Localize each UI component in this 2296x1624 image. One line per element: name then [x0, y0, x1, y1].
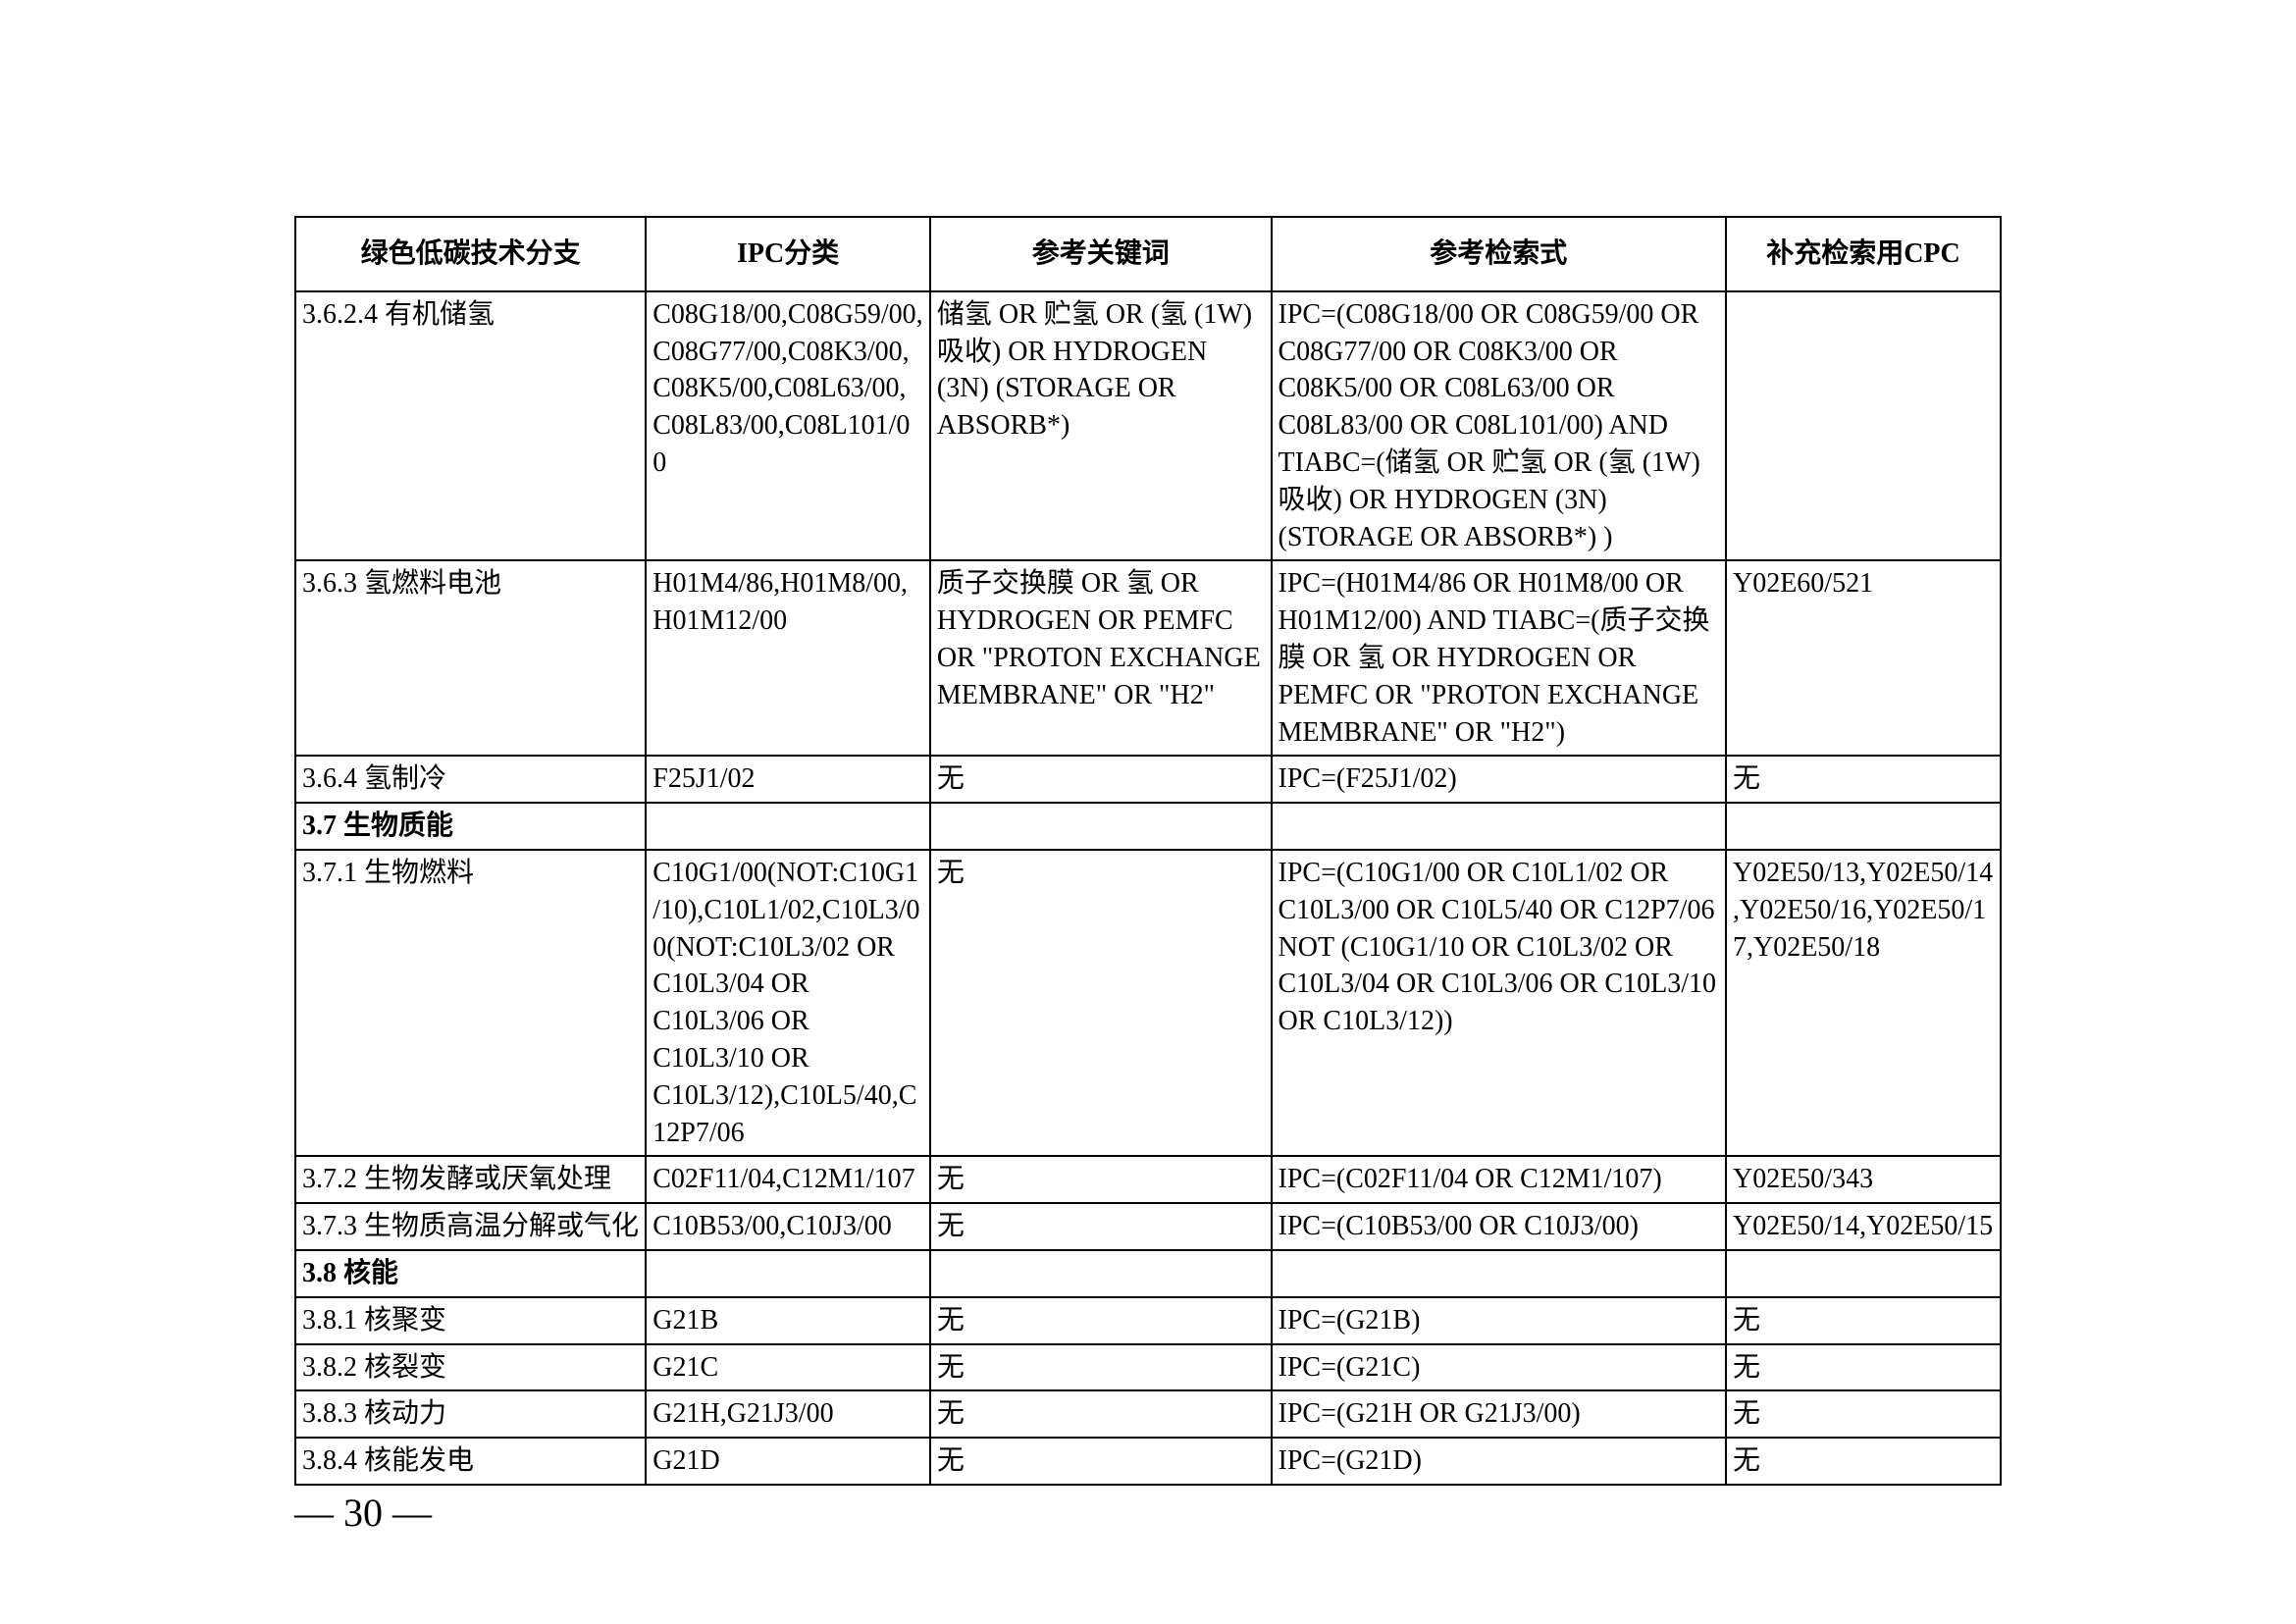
header-search: 参考检索式 [1272, 217, 1726, 291]
cell-ipc: G21H,G21J3/00 [646, 1390, 930, 1438]
cell-ipc: H01M4/86,H01M8/00,H01M12/00 [646, 560, 930, 756]
cell-keywords: 无 [930, 1203, 1272, 1250]
cell-keywords: 无 [930, 1344, 1272, 1391]
cell-cpc: Y02E50/343 [1726, 1156, 2001, 1203]
table-row: 3.8.1 核聚变G21B无IPC=(G21B)无 [295, 1297, 2001, 1344]
cell-keywords: 无 [930, 1297, 1272, 1344]
table-row: 3.7.3 生物质高温分解或气化C10B53/00,C10J3/00无IPC=(… [295, 1203, 2001, 1250]
header-cpc: 补充检索用CPC [1726, 217, 2001, 291]
cell-keywords: 质子交换膜 OR 氢 OR HYDROGEN OR PEMFC OR "PROT… [930, 560, 1272, 756]
cell-search: IPC=(C08G18/00 OR C08G59/00 OR C08G77/00… [1272, 291, 1726, 561]
table-body: 3.6.2.4 有机储氢C08G18/00,C08G59/00,C08G77/0… [295, 291, 2001, 1485]
cell-search: IPC=(F25J1/02) [1272, 756, 1726, 803]
cell-cpc: 无 [1726, 1438, 2001, 1485]
classification-table: 绿色低碳技术分支 IPC分类 参考关键词 参考检索式 补充检索用CPC 3.6.… [294, 216, 2002, 1486]
cell-ipc: G21B [646, 1297, 930, 1344]
table-row: 3.6.4 氢制冷F25J1/02无IPC=(F25J1/02)无 [295, 756, 2001, 803]
table-row: 3.7 生物质能 [295, 803, 2001, 850]
cell-branch: 3.7.3 生物质高温分解或气化 [295, 1203, 646, 1250]
cell-search [1272, 1250, 1726, 1297]
cell-cpc: 无 [1726, 1297, 2001, 1344]
page-number: — 30 — [294, 1490, 432, 1536]
cell-branch: 3.7 生物质能 [295, 803, 646, 850]
cell-keywords: 无 [930, 1156, 1272, 1203]
table-row: 3.6.2.4 有机储氢C08G18/00,C08G59/00,C08G77/0… [295, 291, 2001, 561]
table-row: 3.8.4 核能发电G21D无IPC=(G21D)无 [295, 1438, 2001, 1485]
cell-cpc [1726, 803, 2001, 850]
cell-search: IPC=(G21C) [1272, 1344, 1726, 1391]
cell-keywords: 无 [930, 1390, 1272, 1438]
cell-search: IPC=(H01M4/86 OR H01M8/00 OR H01M12/00) … [1272, 560, 1726, 756]
header-keywords: 参考关键词 [930, 217, 1272, 291]
cell-search: IPC=(G21B) [1272, 1297, 1726, 1344]
cell-branch: 3.8.1 核聚变 [295, 1297, 646, 1344]
table-row: 3.7.1 生物燃料C10G1/00(NOT:C10G1/10),C10L1/0… [295, 850, 2001, 1156]
cell-branch: 3.6.2.4 有机储氢 [295, 291, 646, 561]
cell-keywords: 无 [930, 1438, 1272, 1485]
cell-ipc: F25J1/02 [646, 756, 930, 803]
cell-search: IPC=(C02F11/04 OR C12M1/107) [1272, 1156, 1726, 1203]
cell-ipc: C02F11/04,C12M1/107 [646, 1156, 930, 1203]
header-ipc: IPC分类 [646, 217, 930, 291]
cell-ipc: C08G18/00,C08G59/00,C08G77/00,C08K3/00,C… [646, 291, 930, 561]
cell-branch: 3.7.2 生物发酵或厌氧处理 [295, 1156, 646, 1203]
table-row: 3.8 核能 [295, 1250, 2001, 1297]
cell-branch: 3.8.4 核能发电 [295, 1438, 646, 1485]
cell-branch: 3.7.1 生物燃料 [295, 850, 646, 1156]
cell-search: IPC=(C10B53/00 OR C10J3/00) [1272, 1203, 1726, 1250]
cell-keywords: 储氢 OR 贮氢 OR (氢 (1W) 吸收) OR HYDROGEN (3N)… [930, 291, 1272, 561]
table-row: 3.8.3 核动力G21H,G21J3/00无IPC=(G21H OR G21J… [295, 1390, 2001, 1438]
cell-cpc [1726, 291, 2001, 561]
cell-search [1272, 803, 1726, 850]
cell-ipc: C10G1/00(NOT:C10G1/10),C10L1/02,C10L3/00… [646, 850, 930, 1156]
table-row: 3.7.2 生物发酵或厌氧处理C02F11/04,C12M1/107无IPC=(… [295, 1156, 2001, 1203]
document-page: 绿色低碳技术分支 IPC分类 参考关键词 参考检索式 补充检索用CPC 3.6.… [0, 0, 2296, 1486]
table-row: 3.8.2 核裂变G21C无IPC=(G21C)无 [295, 1344, 2001, 1391]
cell-keywords: 无 [930, 850, 1272, 1156]
cell-cpc: 无 [1726, 1390, 2001, 1438]
cell-cpc: Y02E50/14,Y02E50/15 [1726, 1203, 2001, 1250]
cell-cpc: 无 [1726, 756, 2001, 803]
cell-cpc: 无 [1726, 1344, 2001, 1391]
cell-cpc: Y02E50/13,Y02E50/14,Y02E50/16,Y02E50/17,… [1726, 850, 2001, 1156]
cell-ipc: G21D [646, 1438, 930, 1485]
cell-ipc: C10B53/00,C10J3/00 [646, 1203, 930, 1250]
table-row: 3.6.3 氢燃料电池H01M4/86,H01M8/00,H01M12/00质子… [295, 560, 2001, 756]
cell-branch: 3.6.4 氢制冷 [295, 756, 646, 803]
cell-branch: 3.6.3 氢燃料电池 [295, 560, 646, 756]
cell-branch: 3.8 核能 [295, 1250, 646, 1297]
cell-branch: 3.8.2 核裂变 [295, 1344, 646, 1391]
cell-search: IPC=(C10G1/00 OR C10L1/02 OR C10L3/00 OR… [1272, 850, 1726, 1156]
cell-keywords [930, 803, 1272, 850]
cell-branch: 3.8.3 核动力 [295, 1390, 646, 1438]
cell-keywords [930, 1250, 1272, 1297]
cell-ipc [646, 803, 930, 850]
cell-keywords: 无 [930, 756, 1272, 803]
header-branch: 绿色低碳技术分支 [295, 217, 646, 291]
cell-search: IPC=(G21D) [1272, 1438, 1726, 1485]
table-header-row: 绿色低碳技术分支 IPC分类 参考关键词 参考检索式 补充检索用CPC [295, 217, 2001, 291]
cell-cpc: Y02E60/521 [1726, 560, 2001, 756]
cell-cpc [1726, 1250, 2001, 1297]
cell-search: IPC=(G21H OR G21J3/00) [1272, 1390, 1726, 1438]
cell-ipc: G21C [646, 1344, 930, 1391]
cell-ipc [646, 1250, 930, 1297]
